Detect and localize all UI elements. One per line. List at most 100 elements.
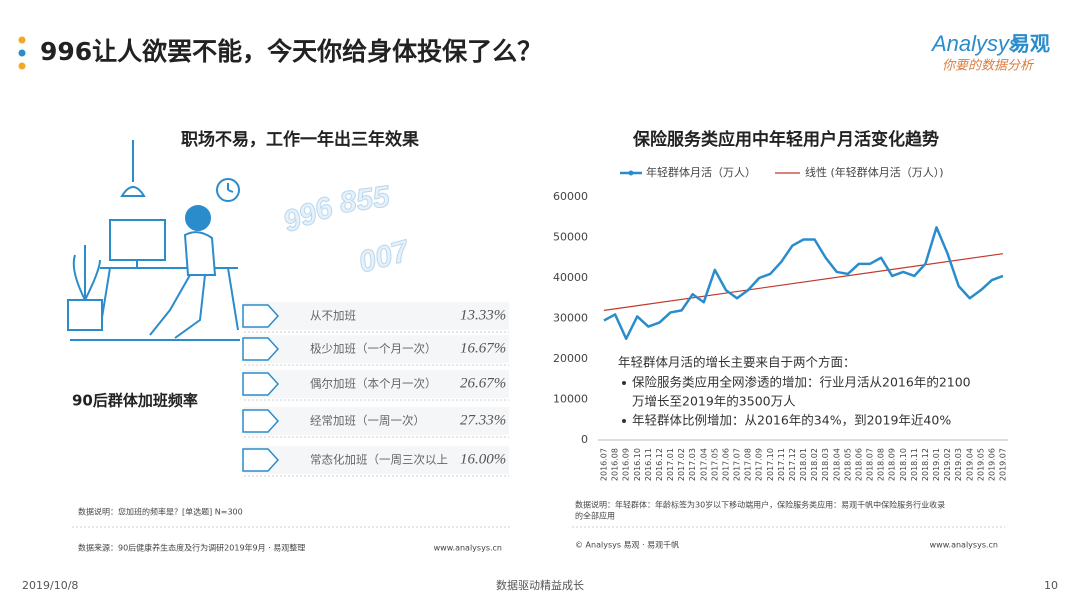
x-tick-label: 2018.02 <box>810 448 819 481</box>
x-tick-label: 2017.02 <box>677 448 686 481</box>
x-tick-label: 2019.03 <box>954 448 963 481</box>
logo-sub: 你要的数据分析 <box>942 59 1035 74</box>
legend-marker <box>628 170 634 176</box>
x-tick-label: 2019.07 <box>999 448 1008 481</box>
x-tick-label: 2017.05 <box>710 448 719 481</box>
item-value: 13.33% <box>460 307 506 323</box>
page-title: 996让人欲罢不能，今天你给身体投保了么？ <box>40 37 542 66</box>
x-tick-label: 2019.06 <box>987 448 996 481</box>
left-label: 90后群体加班频率 <box>72 392 198 410</box>
page-number: 10 <box>1044 579 1058 592</box>
chart-url: www.analysys.cn <box>930 541 998 550</box>
footer-slogan: 数据驱动精益成长 <box>496 578 584 592</box>
x-tick-label: 2018.08 <box>877 448 886 481</box>
x-tick-label: 2017.09 <box>755 448 764 481</box>
item-value: 27.33% <box>460 412 506 428</box>
x-tick-label: 2017.10 <box>766 448 775 481</box>
y-tick-label: 60000 <box>553 190 588 203</box>
left-url: www.analysys.cn <box>434 544 502 553</box>
frequency-list: 从不加班 13.33% 极少加班（一个月一次） 16.67% 偶尔加班（本个月一次） 26… <box>242 302 509 477</box>
legend-label: 年轻群体月活（万人） <box>646 165 756 179</box>
x-tick-label: 2016.11 <box>644 448 653 481</box>
y-tick-label: 50000 <box>553 231 588 244</box>
title-dot <box>18 49 26 57</box>
x-tick-label: 2017.07 <box>733 448 742 481</box>
x-tick-label: 2019.01 <box>932 448 941 481</box>
bullet <box>622 419 626 423</box>
y-tick-label: 40000 <box>553 271 588 284</box>
x-tick-label: 2019.02 <box>943 448 952 481</box>
left-note: 数据说明：您加班的频率是？[单选题] N=300 <box>78 507 243 517</box>
item-value: 16.00% <box>460 451 506 467</box>
x-tick-label: 2016.10 <box>633 448 642 481</box>
x-tick-label: 2016.12 <box>655 448 664 481</box>
chart-source: © Analysys 易观 · 易观千帆 <box>575 540 679 550</box>
item-label: 极少加班（一个月一次） <box>310 342 437 356</box>
x-tick-label: 2018.01 <box>799 448 808 481</box>
x-tick-label: 2016.09 <box>622 448 631 481</box>
left-title: 职场不易，工作一年出三年效果 <box>181 129 419 150</box>
annotation-line: 万增长至2019年的3500万人 <box>632 394 796 409</box>
deco-number: 007 <box>355 234 413 279</box>
x-tick-label: 2017.04 <box>699 448 708 481</box>
title-dot <box>18 36 26 44</box>
series-line <box>603 226 1004 340</box>
x-tick-label: 2018.06 <box>854 448 863 481</box>
y-tick-label: 10000 <box>553 393 588 406</box>
item-label: 经常加班（一周一次） <box>310 414 425 428</box>
illustration <box>67 140 240 341</box>
logo-cn: 易观 <box>1010 32 1050 56</box>
arrow-icon <box>242 304 280 328</box>
row-band <box>244 446 509 474</box>
x-tick-label: 2019.04 <box>965 448 974 481</box>
annotation-line: 年轻群体比例增加：从2016年的34%，到2019年近40% <box>632 413 951 428</box>
x-tick-label: 2018.10 <box>899 448 908 481</box>
x-tick-label: 2017.11 <box>777 448 786 481</box>
x-tick-label: 2018.11 <box>910 448 919 481</box>
item-label: 常态化加班（一周三次以上 <box>310 453 448 467</box>
bullet <box>622 381 626 385</box>
deco-number: 996 <box>279 191 338 239</box>
row-band <box>244 407 509 435</box>
x-tick-label: 2018.09 <box>888 448 897 481</box>
x-tick-label: 2018.12 <box>921 448 930 481</box>
annotation-title: 年轻群体月活的增长主要来自于两个方面： <box>618 355 856 370</box>
footer-date: 2019/10/8 <box>22 579 78 592</box>
logo-brand: Analysys <box>930 31 1020 56</box>
x-tick-label: 2016.08 <box>611 448 620 481</box>
y-tick-label: 20000 <box>553 352 588 365</box>
chart-note: 数据说明：年轻群体：年龄标签为30岁以下移动端用户，保险服务类应用：易观千帆中保… <box>575 500 945 510</box>
title-dot <box>18 62 26 70</box>
arrow-icon <box>242 337 280 361</box>
row-band <box>244 370 509 398</box>
chart-note: 的全部应用 <box>575 511 615 521</box>
item-value: 16.67% <box>460 340 506 356</box>
x-tick-label: 2017.01 <box>666 448 675 481</box>
left-source: 数据来源：90后健康养生态度及行为调研2019年9月 · 易观整理 <box>78 543 305 553</box>
x-tick-label: 2017.06 <box>721 448 730 481</box>
x-tick-label: 2018.03 <box>821 448 830 481</box>
x-tick-label: 2019.05 <box>976 448 985 481</box>
annotation-line: 保险服务类应用全网渗透的增加：行业月活从2016年的2100 <box>632 375 971 390</box>
chart-title: 保险服务类应用中年轻用户月活变化趋势 <box>632 129 939 150</box>
arrow-icon <box>242 409 280 433</box>
x-tick-label: 2016.07 <box>600 448 609 481</box>
x-tick-label: 2017.08 <box>744 448 753 481</box>
item-label: 偶尔加班（本个月一次） <box>310 377 437 391</box>
deco-numbers: 996 855 007 <box>278 179 414 279</box>
x-tick-label: 2017.03 <box>688 448 697 481</box>
x-tick-label: 2018.04 <box>832 448 841 481</box>
x-tick-label: 2018.05 <box>843 448 852 481</box>
deco-number: 855 <box>337 180 392 220</box>
row-band <box>244 302 509 330</box>
y-tick-label: 30000 <box>553 312 588 325</box>
item-label: 从不加班 <box>310 309 356 323</box>
x-tick-label: 2017.12 <box>788 448 797 481</box>
arrow-icon <box>242 372 280 396</box>
item-value: 26.67% <box>460 375 506 391</box>
trend-line <box>603 253 1004 311</box>
x-tick-label: 2018.07 <box>866 448 875 481</box>
row-band <box>244 335 509 363</box>
